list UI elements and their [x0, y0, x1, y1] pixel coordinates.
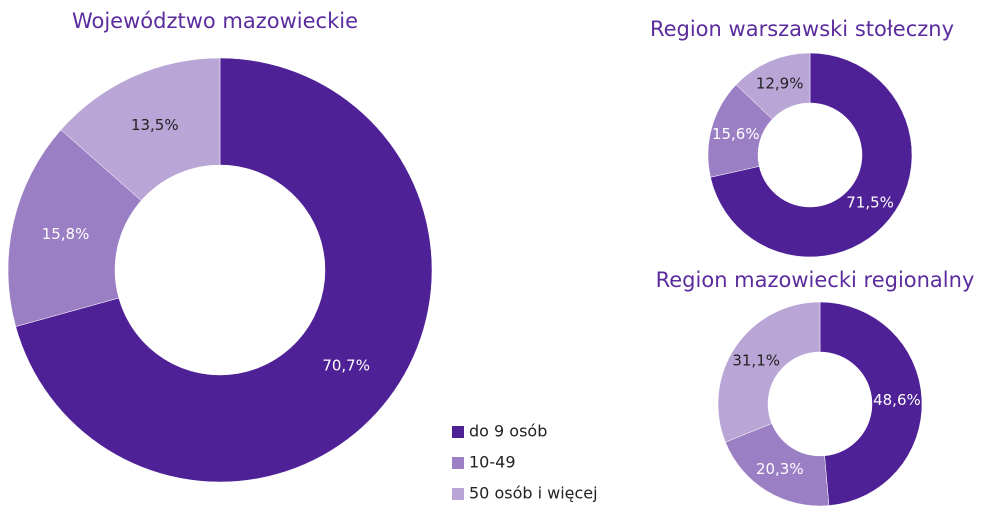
- data-label: 71,5%: [846, 194, 894, 212]
- data-label: 12,9%: [756, 75, 804, 93]
- data-label: 70,7%: [322, 356, 370, 374]
- data-label: 15,8%: [42, 225, 90, 243]
- data-label: 31,1%: [732, 351, 780, 369]
- data-label: 13,5%: [131, 116, 179, 134]
- donut-segment: [717, 301, 821, 443]
- data-label: 20,3%: [756, 460, 804, 478]
- donut-segment: [60, 57, 221, 201]
- donut-segment: [819, 301, 923, 506]
- data-label: 15,6%: [712, 125, 760, 143]
- legend-swatch: [452, 488, 464, 500]
- data-label: 48,6%: [873, 391, 921, 409]
- legend-label: do 9 osób: [469, 422, 547, 441]
- chart-title: Region mazowiecki regionalny: [656, 268, 975, 292]
- legend-label: 50 osób i więcej: [469, 484, 598, 503]
- legend-swatch: [452, 457, 464, 469]
- donut-segment: [15, 57, 433, 483]
- chart-title: Województwo mazowieckie: [72, 9, 358, 33]
- donut-segment: [7, 129, 142, 327]
- chart-title: Region warszawski stołeczny: [650, 17, 954, 41]
- donut-segment: [710, 52, 913, 258]
- donut-segment: [735, 52, 811, 120]
- legend-label: 10-49: [469, 453, 516, 472]
- legend-swatch: [452, 426, 464, 438]
